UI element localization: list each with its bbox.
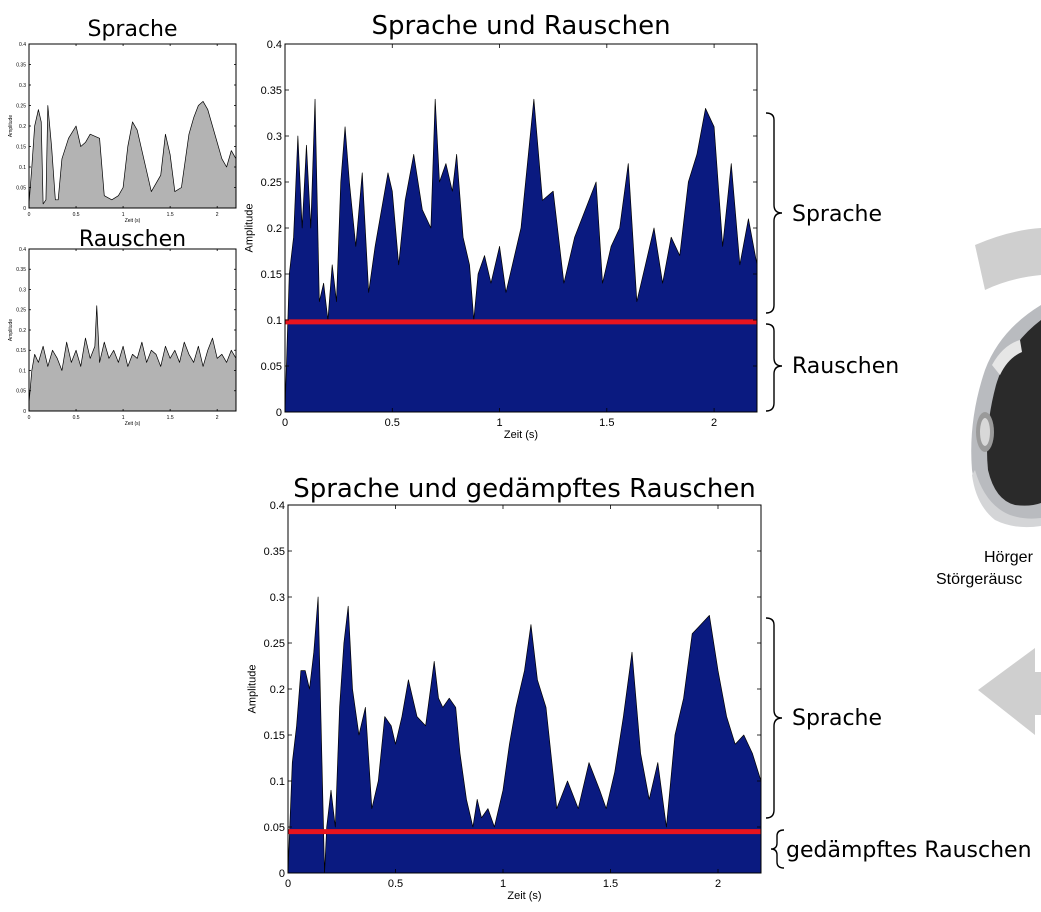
area-series [28,101,237,209]
x-axis-label: Zeit (s) [507,890,541,902]
x-tick-label: 0.5 [73,212,80,218]
y-tick-label: 0 [279,868,285,880]
x-tick-label: 2 [216,415,219,421]
y-tick-label: 0.05 [16,389,26,395]
y-tick-label: 0.1 [19,368,26,374]
x-tick-label: 1.5 [167,212,174,218]
x-axis-label: Zeit (s) [125,218,141,224]
y-tick-label: 0.05 [264,822,285,834]
y-tick-label: 0.15 [264,730,285,742]
chart-speech: 0 0.05 0.1 0.15 0.2 0.25 0.3 0.35 0.4 0 0.5 1 1.5 2 Ze… [8,17,237,224]
y-tick-label: 0.05 [261,361,282,373]
x-axis-label: Zeit (s) [125,421,141,427]
y-tick-label: 0.2 [267,223,282,235]
y-tick-label: 0.35 [16,267,26,273]
chart-speech-and-noise: 0 0.05 0.1 0.15 0.2 0.25 0.3 0.35 0.4 0 0.5 1 1.5 2 Ze… [243,11,758,441]
x-tick-label: 0 [285,878,291,890]
x-tick-label: 2 [711,417,717,429]
area-series [287,596,762,874]
y-tick-label: 0.1 [19,165,26,171]
brace-top-speech [765,112,783,314]
cycle-arrow-bottom [978,648,1041,735]
chart-title: Sprache und Rauschen [371,11,670,41]
x-tick-label: 1 [500,878,506,890]
brace-bottom-speech [765,617,783,819]
y-tick-label: 0.05 [16,185,26,191]
x-tick-label: 2 [216,212,219,218]
y-tick-label: 0.4 [267,39,282,51]
label-bottom-noise: gedämpftes Rauschen [786,838,1032,863]
label-top-noise: Rauschen [792,354,899,379]
y-tick-label: 0.3 [270,592,285,604]
device-caption-line-1: Hörger [984,549,1034,566]
y-tick-label: 0.15 [16,348,26,354]
y-tick-label: 0.15 [16,144,26,150]
chart-title: Rauschen [79,227,186,252]
brace-bottom-noise [770,829,785,869]
label-top-speech: Sprache [792,202,882,227]
y-tick-label: 0.4 [270,500,285,512]
y-tick-label: 0 [23,206,26,212]
y-tick-label: 0.2 [19,124,26,130]
x-tick-label: 0 [28,415,31,421]
area-series [284,98,758,413]
y-tick-label: 0.2 [270,684,285,696]
y-axis-label: Amplitude [243,204,255,253]
y-tick-label: 0.1 [267,315,282,327]
y-tick-label: 0.15 [261,269,282,281]
x-tick-label: 1.5 [167,415,174,421]
x-tick-label: 1.5 [599,417,614,429]
y-tick-label: 0.25 [261,177,282,189]
label-bottom-speech: Sprache [792,706,882,731]
y-tick-label: 0.1 [270,776,285,788]
y-tick-label: 0.3 [267,131,282,143]
y-axis-label: Amplitude [8,115,14,137]
y-tick-label: 0.3 [19,287,26,293]
x-tick-label: 1 [496,417,502,429]
x-tick-label: 1 [122,415,125,421]
y-tick-label: 0.3 [19,83,26,89]
x-tick-label: 1.5 [603,878,618,890]
y-tick-label: 0.35 [264,546,285,558]
x-tick-label: 1 [122,212,125,218]
y-tick-label: 0 [276,407,282,419]
x-tick-label: 2 [715,878,721,890]
x-tick-label: 0.5 [73,415,80,421]
chart-title: Sprache [87,17,177,42]
y-tick-label: 0.4 [19,247,26,253]
y-tick-label: 0.35 [16,62,26,68]
y-tick-label: 0.2 [19,328,26,334]
chart-speech-and-damped-noise: 0 0.05 0.1 0.15 0.2 0.25 0.3 0.35 0.4 0 0.5 1 1.5 2 Ze… [246,474,762,902]
x-tick-label: 0.5 [385,417,400,429]
area-series [28,305,237,412]
device-caption-line-2: Störgeräusc [936,571,1022,588]
y-tick-label: 0.35 [261,85,282,97]
y-axis-label: Amplitude [246,665,258,714]
x-tick-label: 0 [28,212,31,218]
chart-title: Sprache und gedämpftes Rauschen [293,474,756,504]
hearing-aid-image [971,305,1041,528]
y-tick-label: 0.4 [19,42,26,48]
x-tick-label: 0.5 [388,878,403,890]
brace-top-noise [765,323,783,412]
y-tick-label: 0.25 [16,103,26,109]
cycle-arrow-top [975,228,1041,290]
y-tick-label: 0.25 [264,638,285,650]
x-axis-label: Zeit (s) [504,429,538,441]
x-tick-label: 0 [282,417,288,429]
y-axis-label: Amplitude [8,319,14,341]
y-tick-label: 0 [23,409,26,415]
chart-noise: 0 0.05 0.1 0.15 0.2 0.25 0.3 0.35 0.4 0 0.5 1 1.5 2 Ze… [8,227,237,427]
y-tick-label: 0.25 [16,308,26,314]
